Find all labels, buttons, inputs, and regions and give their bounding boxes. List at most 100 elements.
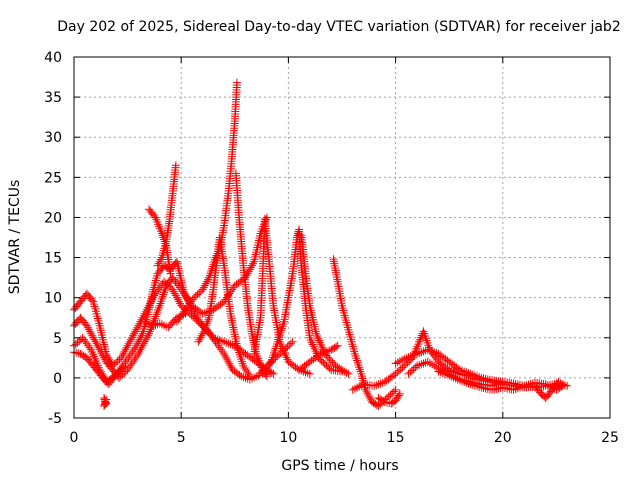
data-point: [180, 307, 189, 316]
data-point: [305, 369, 314, 378]
data-point: [100, 353, 109, 362]
data-point: [415, 349, 424, 358]
data-point: [187, 297, 196, 306]
data-point: [524, 380, 533, 389]
data-point: [119, 349, 128, 358]
data-point: [438, 369, 447, 378]
data-point: [328, 344, 337, 353]
data-point: [78, 350, 87, 359]
data-point: [195, 317, 204, 326]
data-point: [151, 312, 160, 321]
data-point: [175, 313, 184, 322]
data-point: [171, 277, 180, 286]
data-point: [400, 354, 409, 363]
data-point: [76, 349, 85, 358]
data-point: [243, 368, 252, 377]
data-point: [258, 369, 267, 378]
data-point: [96, 347, 105, 356]
data-point: [224, 357, 233, 366]
data-point: [408, 351, 417, 360]
data-point: [154, 259, 163, 268]
data-point: [220, 349, 229, 358]
data-point: [223, 355, 232, 364]
data-point: [145, 319, 154, 328]
data-point: [125, 337, 134, 346]
data-point: [269, 369, 278, 378]
data-point: [85, 325, 94, 334]
data-point: [451, 374, 460, 383]
data-point: [98, 351, 107, 360]
data-point: [301, 368, 310, 377]
data-point: [152, 310, 161, 319]
data-point: [105, 375, 114, 384]
data-point: [379, 396, 388, 405]
data-point: [260, 369, 269, 378]
data-point: [215, 336, 224, 345]
data-point: [265, 359, 274, 368]
data-point: [226, 340, 235, 349]
data-point: [173, 295, 182, 304]
data-point: [79, 351, 88, 360]
data-point: [128, 331, 137, 340]
data-point: [84, 341, 93, 350]
data-point: [264, 361, 273, 370]
data-point: [520, 381, 529, 390]
data-point: [558, 381, 567, 390]
data-point: [332, 342, 341, 351]
data-point: [226, 361, 235, 370]
data-point: [473, 382, 482, 391]
data-point: [151, 320, 160, 329]
data-point: [369, 398, 378, 407]
data-point: [348, 385, 357, 394]
data-point: [239, 361, 248, 370]
data-point: [135, 347, 144, 356]
data-point: [82, 321, 91, 330]
data-point: [101, 397, 110, 406]
data-point: [362, 387, 371, 396]
data-point: [318, 349, 327, 358]
data-point: [262, 363, 271, 372]
data-point: [94, 343, 103, 352]
data-point: [545, 382, 554, 391]
data-point: [380, 397, 389, 406]
data-point: [97, 349, 106, 358]
data-point: [122, 355, 131, 364]
data-point: [184, 301, 193, 310]
data-point: [202, 277, 211, 286]
data-point: [294, 229, 303, 238]
data-point: [225, 359, 234, 368]
data-point: [157, 320, 166, 329]
data-point: [398, 363, 407, 372]
data-point: [204, 315, 213, 324]
data-point: [217, 336, 226, 345]
data-point: [325, 346, 334, 355]
data-point: [353, 383, 362, 392]
data-point: [131, 343, 140, 352]
data-point: [110, 360, 119, 369]
data-point: [190, 293, 199, 302]
data-point: [415, 361, 424, 370]
data-point: [221, 351, 230, 360]
data-point: [515, 383, 524, 392]
data-point: [140, 317, 149, 326]
data-point: [391, 369, 400, 378]
data-point: [89, 333, 98, 342]
data-point: [455, 365, 464, 374]
data-point: [235, 371, 244, 380]
data-point: [153, 308, 162, 317]
data-point: [245, 265, 254, 274]
data-point: [261, 365, 270, 374]
data-point: [142, 318, 151, 327]
data-point: [110, 372, 119, 381]
data-point: [177, 301, 186, 310]
data-point: [95, 345, 104, 354]
data-point: [327, 345, 336, 354]
data-point: [377, 395, 386, 404]
data-point: [215, 343, 224, 352]
series-track-4: [70, 348, 130, 386]
data-point: [193, 313, 202, 322]
data-point: [119, 363, 128, 372]
data-point: [200, 281, 209, 290]
data-point: [389, 387, 398, 396]
data-point: [169, 287, 178, 296]
